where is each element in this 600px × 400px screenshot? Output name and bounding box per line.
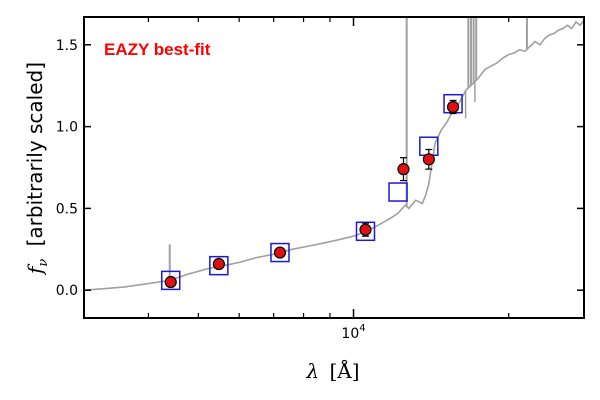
model-photometry-layer	[160, 93, 463, 291]
x-axis-label: λ [Å]	[305, 358, 359, 383]
annotation-label: EAZY best-fit	[104, 40, 211, 59]
model-spectrum-layer	[84, 17, 584, 291]
axes-frame: 0.0 0.5 1.0 1.5 104	[56, 16, 585, 342]
observed-point	[422, 153, 435, 166]
model-spectrum-line	[84, 19, 584, 291]
y-tick-label: 1.5	[56, 38, 78, 54]
x-tick-label: 104	[341, 323, 365, 342]
observed-point	[273, 246, 287, 259]
y-tick-label: 0.5	[56, 201, 78, 217]
y-axis-label: fν [arbitrarily scaled]	[23, 62, 52, 276]
y-tick-label: 1.0	[56, 120, 78, 136]
y-tick-label: 0.0	[56, 283, 78, 299]
observed-point	[164, 275, 177, 289]
observed-photometry-layer	[164, 99, 460, 289]
observed-point	[359, 223, 372, 236]
model-photometry-square	[388, 182, 408, 202]
model-photometry-square	[160, 270, 181, 291]
model-photometry-square	[209, 255, 229, 276]
observed-point	[397, 163, 410, 176]
observed-point	[446, 100, 460, 114]
observed-point	[212, 257, 225, 271]
plot-frame	[83, 16, 585, 319]
model-photometry-square	[355, 221, 376, 242]
model-photometry-square	[270, 242, 290, 263]
